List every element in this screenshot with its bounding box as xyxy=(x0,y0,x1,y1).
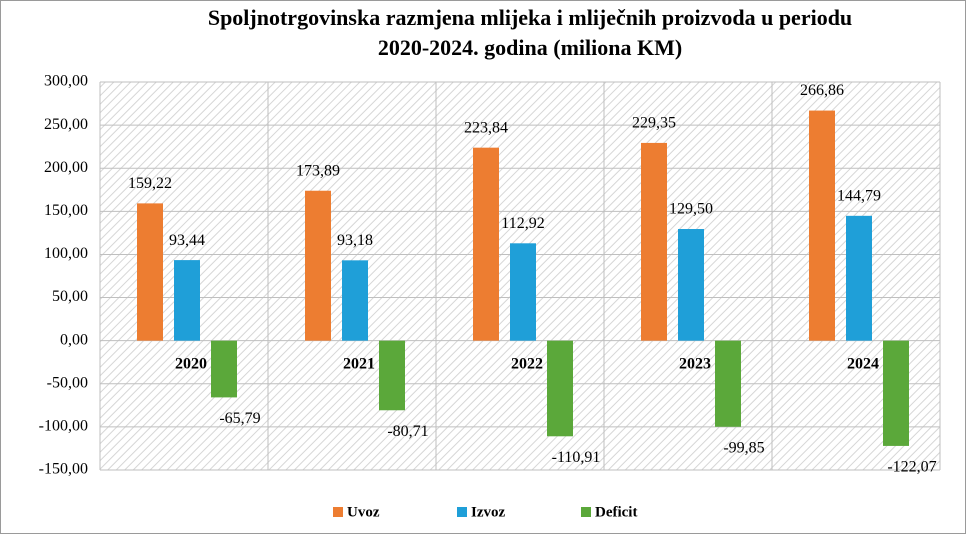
x-tick-label: 2024 xyxy=(847,356,879,373)
bar xyxy=(678,229,704,341)
y-tick-label: 0,00 xyxy=(60,331,88,348)
legend-swatch xyxy=(581,507,591,517)
bar xyxy=(510,243,536,341)
y-tick-label: 100,00 xyxy=(44,245,88,262)
y-tick-label: 50,00 xyxy=(52,288,88,305)
data-label: 129,50 xyxy=(669,201,713,218)
data-label: 223,84 xyxy=(464,119,508,136)
data-label: 144,79 xyxy=(837,187,881,204)
y-tick-label: -150,00 xyxy=(39,461,88,478)
x-tick-label: 2022 xyxy=(511,356,543,373)
y-tick-label: 150,00 xyxy=(44,202,88,219)
y-tick-label: -100,00 xyxy=(39,418,88,435)
x-tick-label: 2021 xyxy=(343,356,375,373)
chart-title: Spoljnotrgovinska razmjena mlijeka i mli… xyxy=(208,5,852,30)
bar xyxy=(883,340,909,446)
bar xyxy=(547,340,573,437)
data-label: 112,92 xyxy=(501,215,544,232)
bar xyxy=(473,147,499,341)
y-tick-label: -50,00 xyxy=(47,374,88,391)
legend-label: Izvoz xyxy=(471,504,505,520)
data-label: 173,89 xyxy=(296,162,340,179)
chart-title: 2020-2024. godina (miliona KM) xyxy=(378,35,682,60)
data-label: -110,91 xyxy=(552,449,601,466)
bar xyxy=(715,340,741,427)
bar xyxy=(809,110,835,341)
y-tick-label: 250,00 xyxy=(44,116,88,133)
bar xyxy=(174,260,200,341)
bar xyxy=(342,260,368,341)
data-label: 93,18 xyxy=(337,232,373,249)
y-tick-label: 200,00 xyxy=(44,159,88,176)
bar xyxy=(641,142,667,341)
bar xyxy=(305,190,331,341)
bar xyxy=(137,203,163,341)
y-tick-label: 300,00 xyxy=(44,73,88,90)
data-label: 229,35 xyxy=(632,115,676,132)
data-label: -99,85 xyxy=(723,439,764,456)
x-tick-label: 2023 xyxy=(679,356,711,373)
data-label: -65,79 xyxy=(219,410,260,427)
bar xyxy=(846,215,872,341)
legend-swatch xyxy=(457,507,467,517)
legend-swatch xyxy=(333,507,343,517)
data-label: -80,71 xyxy=(387,423,428,440)
bar xyxy=(211,340,237,398)
x-tick-label: 2020 xyxy=(175,356,207,373)
bar xyxy=(379,340,405,411)
legend-label: Uvoz xyxy=(347,504,380,520)
legend-label: Deficit xyxy=(595,504,637,520)
data-label: 159,22 xyxy=(128,175,172,192)
data-label: 266,86 xyxy=(800,82,844,99)
data-label: -122,07 xyxy=(887,459,936,476)
data-label: 93,44 xyxy=(169,232,205,249)
